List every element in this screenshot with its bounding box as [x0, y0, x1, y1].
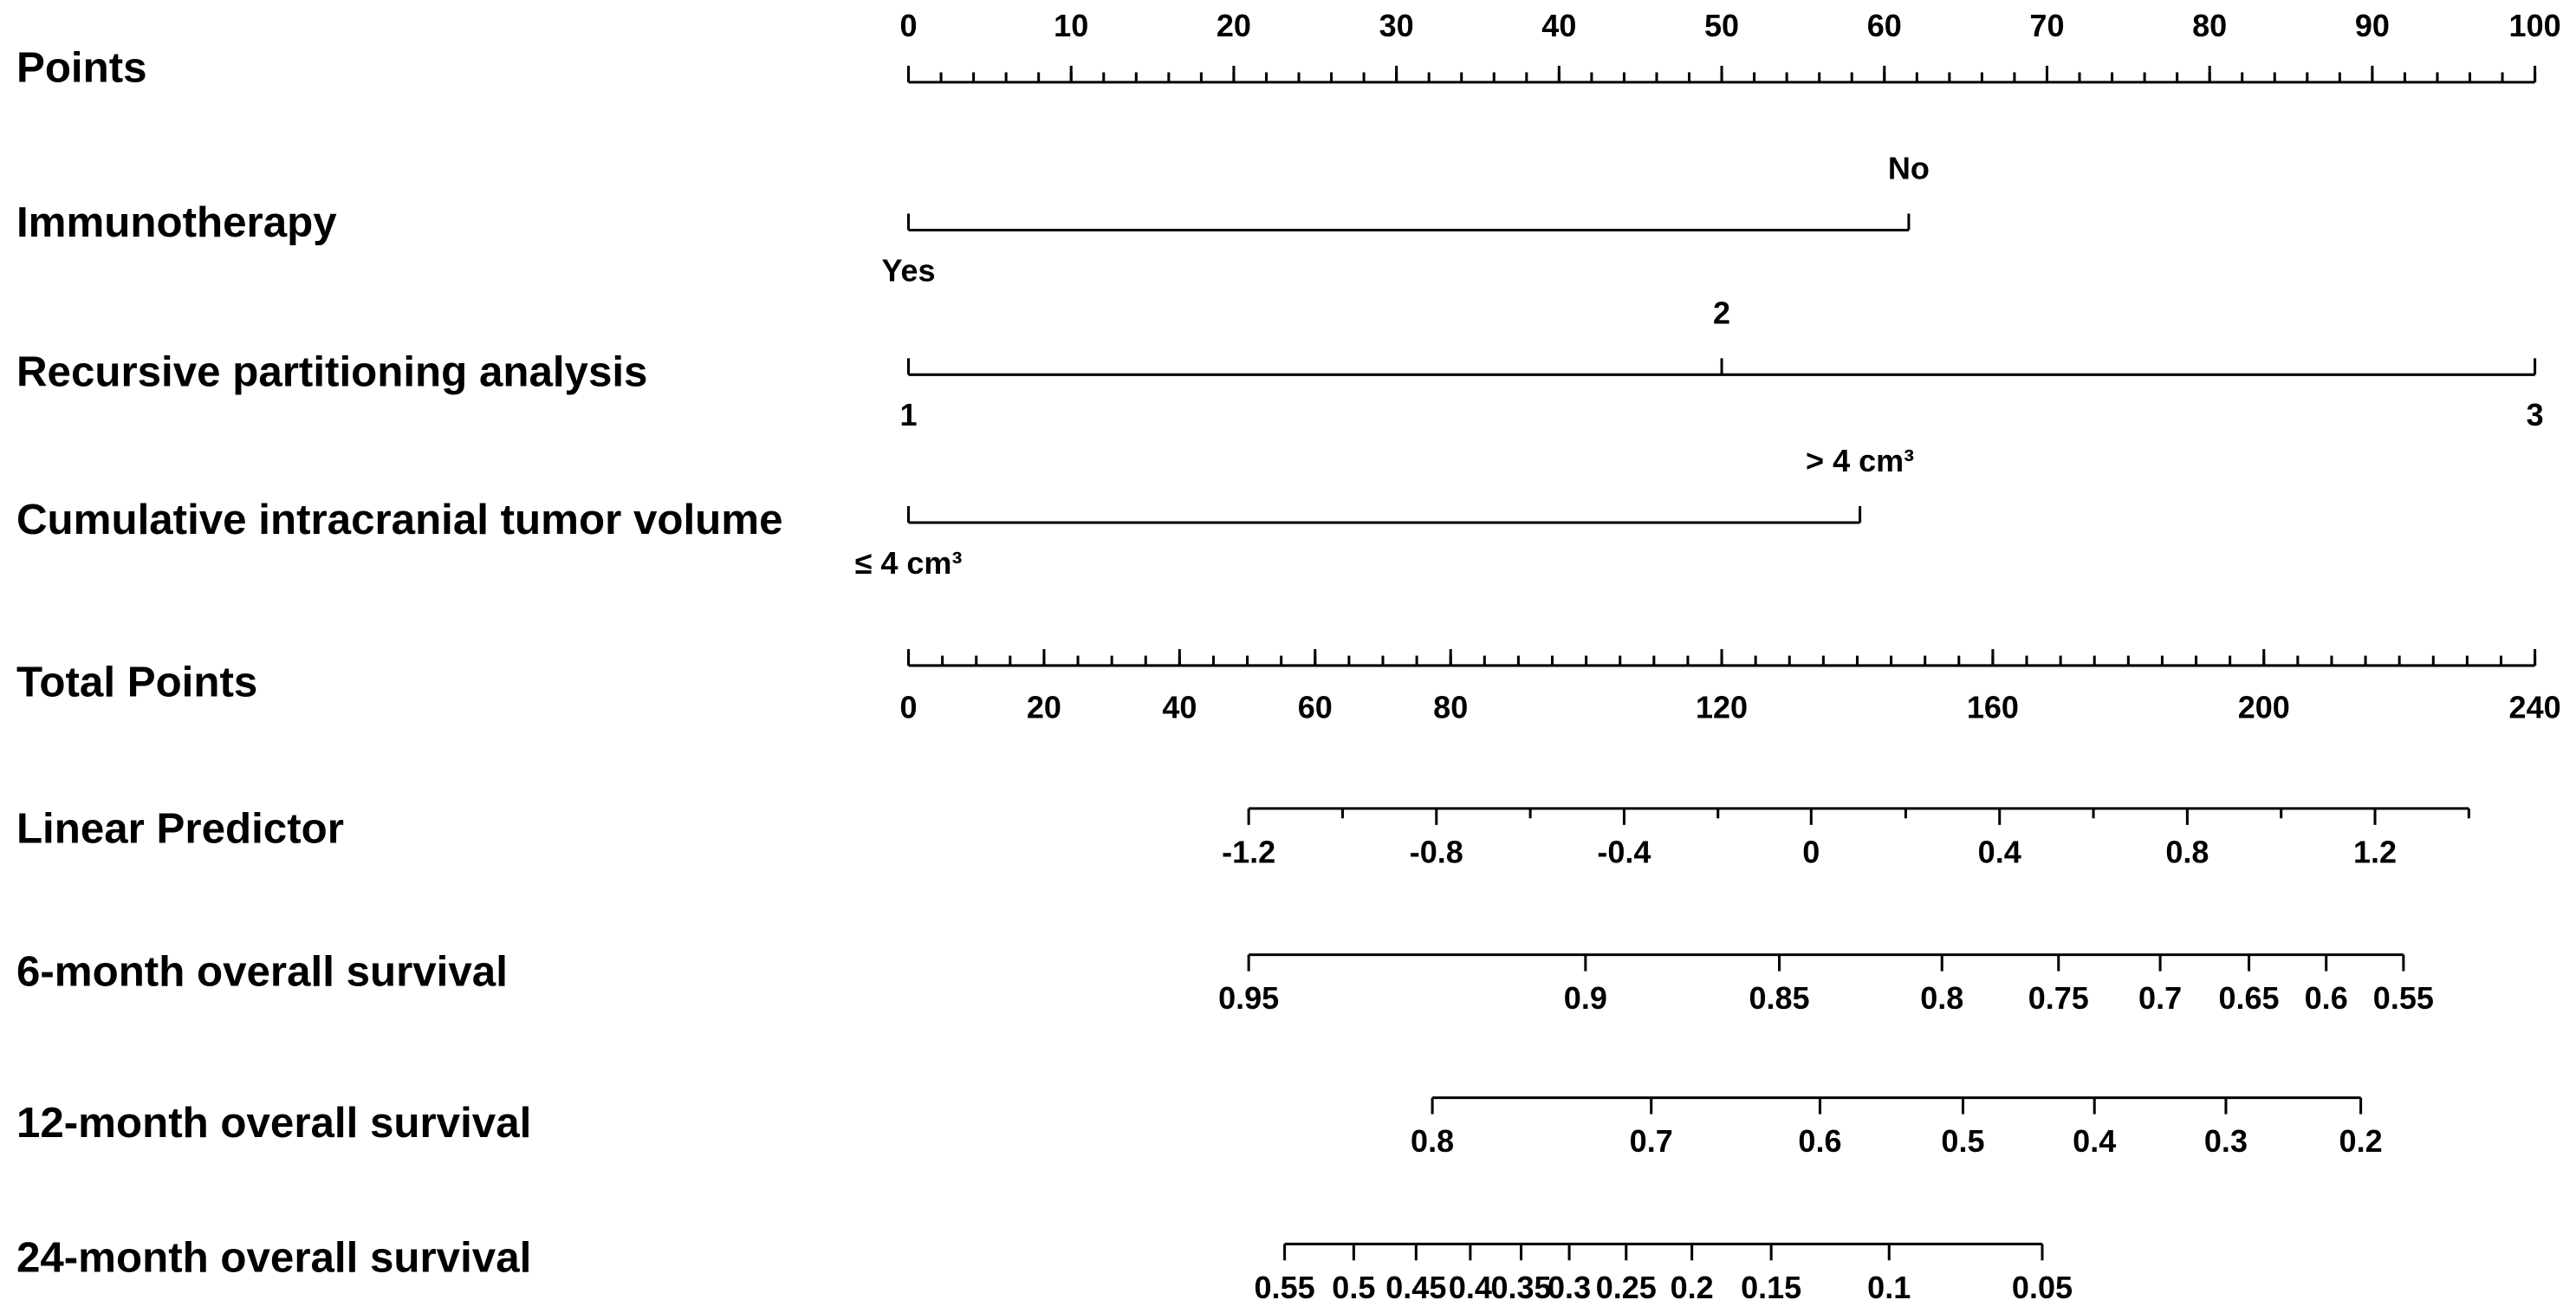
row-title: Cumulative intracranial tumor volume [16, 496, 783, 543]
tick-label: 0 [899, 8, 917, 43]
row-title: 12-month overall survival [16, 1099, 531, 1147]
tick-label: 0.45 [1385, 1270, 1446, 1305]
tick-label: -0.4 [1597, 834, 1651, 869]
tick-label: 0.25 [1596, 1270, 1657, 1305]
tick-label: -0.8 [1410, 834, 1463, 869]
tick-label: 0.95 [1218, 980, 1279, 1016]
tick-label: 40 [1541, 8, 1576, 43]
tick-label: 0.2 [2339, 1123, 2383, 1159]
tick-label: 0.9 [1564, 980, 1607, 1016]
tick-label: 160 [1967, 690, 2019, 725]
tick-label: 0.6 [2305, 980, 2348, 1016]
level-label: ≤ 4 cm³ [855, 545, 963, 581]
row-title: Points [16, 44, 147, 92]
tick-label: 100 [2509, 8, 2561, 43]
tick-label: 10 [1054, 8, 1088, 43]
tick-label: 0.5 [1332, 1270, 1375, 1305]
tick-label: 240 [2509, 690, 2561, 725]
row-title: Total Points [16, 659, 257, 706]
tick-label: 0.75 [2028, 980, 2089, 1016]
tick-label: 90 [2355, 8, 2390, 43]
tick-label: 0.8 [1920, 980, 1963, 1016]
tick-label: 120 [1696, 690, 1748, 725]
tick-label: 50 [1704, 8, 1739, 43]
tick-label: 0.3 [2204, 1123, 2248, 1159]
tick-label: 80 [2192, 8, 2227, 43]
tick-label: 0.4 [2073, 1123, 2116, 1159]
level-label: 3 [2527, 397, 2544, 432]
tick-label: 60 [1298, 690, 1333, 725]
tick-label: 30 [1379, 8, 1414, 43]
tick-label: 40 [1162, 690, 1197, 725]
tick-label: 20 [1217, 8, 1251, 43]
tick-label: 0.8 [1411, 1123, 1454, 1159]
tick-label: 0.7 [1630, 1123, 1673, 1159]
level-label: Yes [881, 252, 935, 288]
tick-label: 0.15 [1741, 1270, 1801, 1305]
tick-label: 80 [1433, 690, 1468, 725]
row-title: 24-month overall survival [16, 1233, 531, 1281]
tick-label: 70 [2029, 8, 2064, 43]
tick-label: 1.2 [2353, 834, 2397, 869]
tick-label: 0.1 [1867, 1270, 1911, 1305]
level-label: > 4 cm³ [1806, 443, 1914, 478]
tick-label: 0.6 [1798, 1123, 1841, 1159]
row-title: Recursive partitioning analysis [16, 348, 648, 395]
tick-label: 0.5 [1941, 1123, 1984, 1159]
tick-label: 0.3 [1548, 1270, 1591, 1305]
tick-label: 60 [1867, 8, 1902, 43]
level-label: 1 [899, 397, 917, 432]
tick-label: 0.7 [2138, 980, 2182, 1016]
row-title: Linear Predictor [16, 804, 344, 852]
tick-label: 0.65 [2218, 980, 2279, 1016]
row-title: 6-month overall survival [16, 947, 508, 995]
tick-label: 20 [1027, 690, 1061, 725]
tick-label: 0 [1802, 834, 1820, 869]
tick-label: 0.85 [1749, 980, 1809, 1016]
tick-label: 0.05 [2012, 1270, 2073, 1305]
tick-label: -1.2 [1222, 834, 1275, 869]
tick-label: 0.4 [1449, 1270, 1492, 1305]
tick-label: 0.55 [1255, 1270, 1315, 1305]
tick-label: 0.2 [1671, 1270, 1714, 1305]
level-label: 2 [1713, 296, 1730, 331]
level-label: No [1888, 151, 1930, 186]
tick-label: 0.4 [1978, 834, 2021, 869]
tick-label: 0.8 [2165, 834, 2209, 869]
tick-label: 0.35 [1490, 1270, 1551, 1305]
row-title: Immunotherapy [16, 198, 337, 246]
tick-label: 200 [2238, 690, 2290, 725]
tick-label: 0.55 [2373, 980, 2434, 1016]
tick-label: 0 [899, 690, 917, 725]
